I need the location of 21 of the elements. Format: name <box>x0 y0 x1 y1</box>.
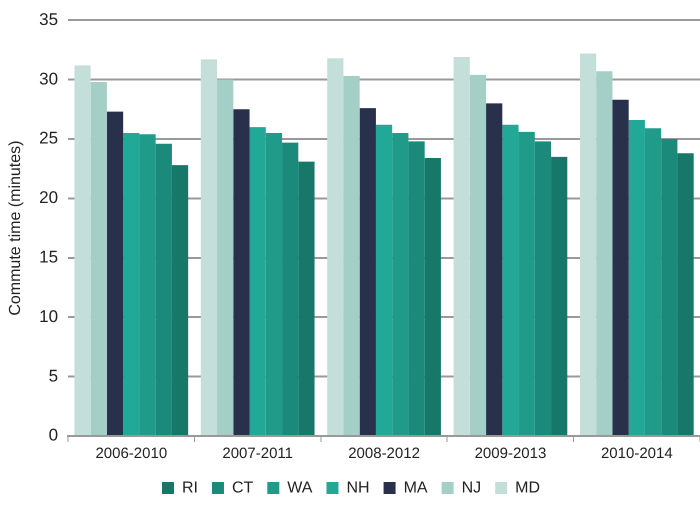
y-tick-label: 5 <box>48 366 58 386</box>
legend-label: NJ <box>462 479 482 496</box>
y-tick-label: 15 <box>39 247 58 266</box>
y-tick-label: 20 <box>39 188 58 208</box>
legend-label: MA <box>404 479 428 496</box>
x-tick-label: 2006-2010 <box>95 445 168 462</box>
x-tick-label: 2009-2013 <box>474 445 546 462</box>
y-axis-title: Commute time (minutes) <box>7 140 24 316</box>
legend-label: NH <box>346 479 370 496</box>
y-tick-label: 0 <box>48 426 58 445</box>
x-tick-label: 2007-2011 <box>222 445 293 462</box>
legend-label: WA <box>287 479 313 496</box>
y-tick-label: 10 <box>39 306 58 326</box>
legend-label: RI <box>182 479 198 496</box>
legend-label: CT <box>232 479 254 496</box>
y-tick-label: 25 <box>39 128 58 148</box>
x-tick-label: 2008-2012 <box>348 445 420 462</box>
y-tick-label: 30 <box>39 69 58 88</box>
y-tick-label: 35 <box>39 10 58 29</box>
legend-label: MD <box>515 479 540 496</box>
x-tick-label: 2010-2014 <box>600 445 673 462</box>
